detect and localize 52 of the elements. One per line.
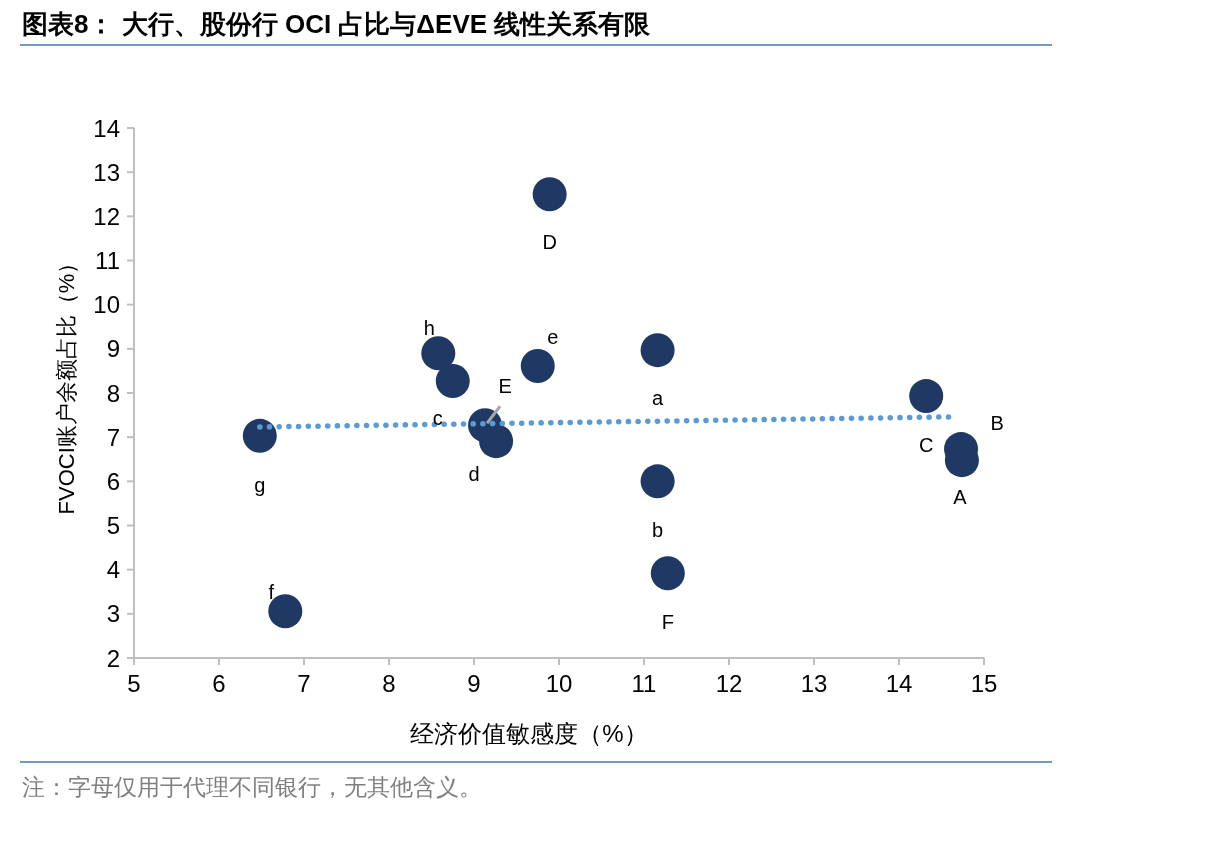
annotation: C <box>918 434 934 457</box>
y-tick-label: 14 <box>93 114 120 142</box>
x-axis-title: 经济价值敏感度（%） <box>410 720 648 747</box>
y-tick-label: 9 <box>106 335 120 363</box>
annotation: B <box>990 412 1004 435</box>
annotation: b <box>652 519 664 542</box>
x-tick-label: 7 <box>297 670 311 697</box>
x-tick-label: 14 <box>885 670 913 697</box>
point <box>421 336 456 371</box>
annotation: c <box>432 407 443 430</box>
point <box>520 349 555 384</box>
annotation: E <box>498 375 512 398</box>
y-tick-label: 5 <box>106 512 120 539</box>
point <box>532 177 567 212</box>
x-tick-label: 15 <box>970 670 998 697</box>
y-tick-label: 11 <box>95 247 120 274</box>
y-tick-label: 12 <box>93 202 120 230</box>
point <box>909 379 944 414</box>
annotation: g <box>254 473 266 496</box>
annotation: h <box>423 317 435 340</box>
title: 图表8： 大行、股份行 OCI 占比与ΔEVE 线性关系有限 <box>22 9 651 39</box>
annotation: f <box>268 581 275 604</box>
x-tick-label: 5 <box>127 670 141 697</box>
x-tick-label: 6 <box>212 670 226 697</box>
point <box>640 333 675 368</box>
y-tick-label: 3 <box>106 600 120 628</box>
y-tick-label: 4 <box>106 556 120 584</box>
x-tick-label: 8 <box>382 670 396 697</box>
y-axis-title: FVOCI账户余额占比（%） <box>54 251 79 515</box>
x-tick-label: 12 <box>715 670 743 697</box>
annotation: D <box>542 231 557 254</box>
point <box>640 464 675 499</box>
y-tick-label: 8 <box>106 379 120 407</box>
x-tick-label: 11 <box>631 670 657 697</box>
annotation: a <box>652 387 665 410</box>
annotation: A <box>953 486 968 509</box>
y-tick-label: 6 <box>106 467 120 495</box>
annotation: F <box>661 611 674 634</box>
point <box>435 364 470 399</box>
point <box>479 424 514 459</box>
x-tick-label: 13 <box>800 670 828 697</box>
text: 注：字母仅用于代理不同银行，无其他含义。 <box>22 774 482 800</box>
point <box>650 556 685 591</box>
y-tick-label: 2 <box>106 644 120 672</box>
y-tick-label: 13 <box>93 158 120 186</box>
annotation: e <box>547 326 559 349</box>
x-tick-label: 9 <box>467 670 481 697</box>
point <box>242 418 277 453</box>
x-tick-label: 10 <box>545 670 573 697</box>
y-tick-label: 7 <box>106 423 120 451</box>
annotation: d <box>468 463 480 486</box>
y-tick-label: 10 <box>93 291 120 319</box>
